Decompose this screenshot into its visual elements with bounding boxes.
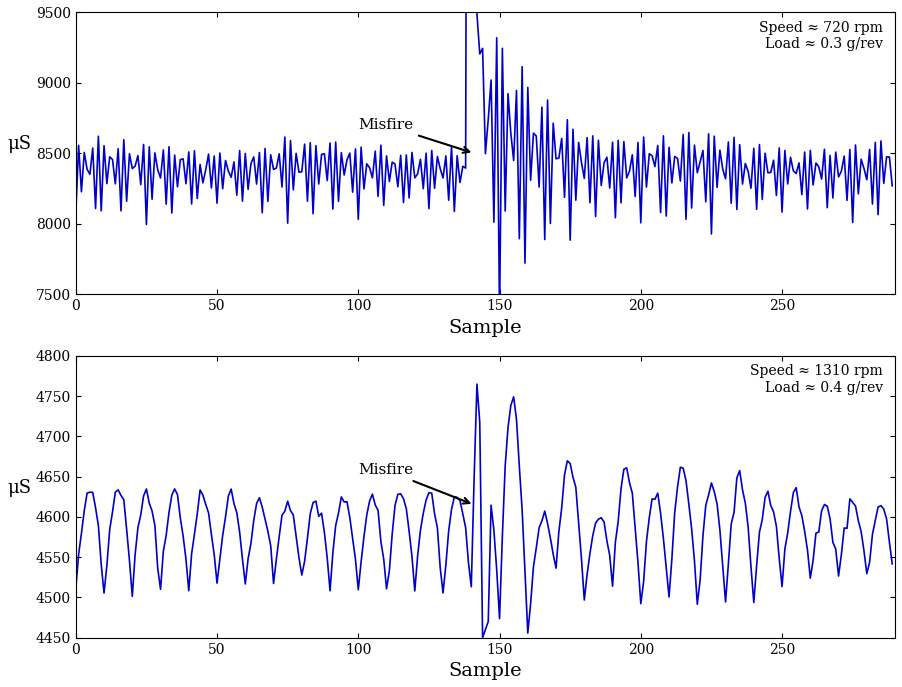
Text: Misfire: Misfire	[358, 118, 469, 153]
Y-axis label: μS: μS	[7, 135, 32, 153]
Text: Misfire: Misfire	[358, 463, 469, 504]
Text: Speed ≈ 720 rpm
Load ≈ 0.3 g/rev: Speed ≈ 720 rpm Load ≈ 0.3 g/rev	[759, 21, 883, 51]
Text: Speed ≈ 1310 rpm
Load ≈ 0.4 g/rev: Speed ≈ 1310 rpm Load ≈ 0.4 g/rev	[750, 364, 883, 394]
X-axis label: Sample: Sample	[448, 662, 522, 680]
X-axis label: Sample: Sample	[448, 319, 522, 337]
Y-axis label: μS: μS	[7, 479, 31, 497]
